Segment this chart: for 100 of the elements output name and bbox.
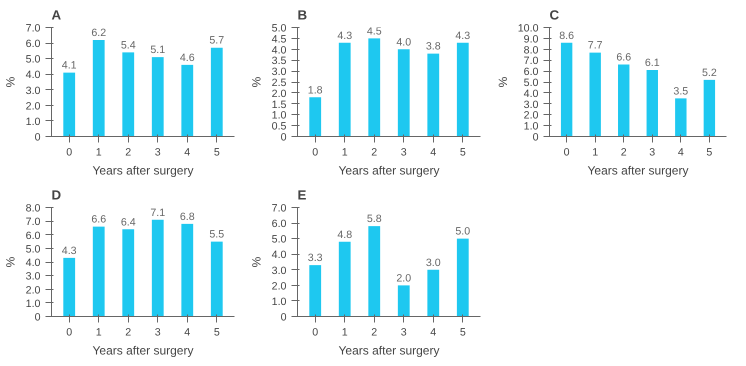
x-tick-label: 4 [678,146,684,158]
y-tick-label: 6.0 [524,66,539,78]
y-tick-label: 6.0 [26,230,41,242]
y-tick-label: 3.0 [272,66,287,78]
y-tick-label: 5.0 [26,54,41,66]
data-label: 1.8 [308,84,323,96]
y-tick-label: 4.0 [272,44,287,56]
data-label: 8.6 [559,30,574,42]
y-tick-label: 7.0 [26,22,41,34]
y-tick-label: 7.0 [26,216,41,228]
x-tick-label: 0 [564,146,570,158]
data-label: 6.4 [120,216,136,228]
y-tick-label: 0 [280,312,287,324]
y-tick-label: 0 [34,132,41,144]
data-label: 7.1 [150,206,166,219]
x-tick-label: 1 [342,326,348,338]
y-tick-label: 1.0 [272,110,287,122]
y-tick-label: 1.0 [272,296,287,308]
data-label: 5.4 [120,39,136,52]
y-axis-title: % [4,76,18,88]
x-tick-label: 2 [371,146,378,158]
y-tick-label: 2.0 [272,280,287,292]
y-tick-label: 2.5 [272,77,287,89]
data-label: 6.2 [91,26,106,39]
y-tick-label: 1.0 [26,116,41,128]
y-tick-label: 9.0 [524,33,539,46]
x-tick-label: 4 [430,146,436,158]
data-label: 6.6 [91,214,106,226]
x-tick-label: 1 [96,146,102,158]
y-tick-label: 3.5 [272,55,287,68]
x-tick-label: 0 [66,326,72,338]
data-label: 4.8 [337,228,352,241]
data-label: 4.0 [396,36,412,48]
y-tick-label: 0.5 [272,120,287,133]
x-tick-label: 3 [649,146,656,158]
x-tick-label: 5 [460,326,466,338]
x-tick-label: 0 [66,146,72,158]
chart-title: B [298,8,308,22]
data-label: 6.6 [616,52,632,64]
y-tick-label: 2.0 [26,100,41,112]
y-tick-label: 8.0 [524,44,539,56]
y-tick-label: 3.0 [26,84,41,97]
data-label: 3.3 [308,252,323,264]
y-axis-title: % [4,256,18,268]
y-tick-label: 1.0 [26,298,41,310]
x-tick-label: 3 [400,146,407,158]
x-axis-title: Years after surgery [338,164,440,178]
x-tick-label: 0 [312,326,318,338]
data-label: 5.0 [455,226,470,238]
y-tick-label: 0 [34,312,41,324]
y-tick-label: 0 [280,132,287,144]
x-axis-title: Years after surgery [92,164,194,178]
chart-title: A [52,8,62,22]
y-axis-title: % [250,256,264,268]
y-tick-label: 5.0 [272,22,287,34]
x-axis-title: Years after surgery [588,164,688,178]
data-label: 6.8 [180,210,195,223]
y-tick-label: 4.5 [272,33,287,46]
data-label: 5.2 [702,66,717,79]
y-tick-label: 4.0 [26,257,41,269]
y-tick-label: 2.0 [524,110,539,122]
x-tick-label: 1 [96,326,102,338]
x-tick-label: 1 [342,146,348,158]
data-label: 4.6 [180,52,195,64]
y-tick-label: 5.0 [524,77,539,89]
data-label: 3.8 [426,40,441,53]
data-label: 2.0 [396,272,412,284]
y-tick-label: 7.0 [524,55,539,68]
data-label: 5.7 [209,34,224,47]
data-label: 3.5 [673,85,688,98]
y-tick-label: 4.0 [272,249,287,262]
data-label: 5.8 [366,213,382,226]
chart-title: C [550,8,560,22]
x-axis-title: Years after surgery [338,344,440,358]
chart-title: E [298,188,306,202]
chart-title: D [52,188,62,202]
y-tick-label: 5.0 [26,243,41,256]
x-tick-label: 2 [371,326,378,338]
data-label: 4.3 [337,30,352,42]
y-tick-label: 2.0 [272,88,287,100]
y-tick-label: 3.0 [26,270,41,283]
x-axis-title: Years after surgery [92,344,194,358]
data-label: 7.7 [588,40,603,52]
x-tick-label: 2 [125,146,132,158]
x-tick-label: 4 [430,326,436,338]
x-tick-label: 4 [184,326,190,338]
y-tick-label: 3.0 [272,264,287,277]
y-tick-label: 3.0 [524,98,539,111]
x-tick-label: 3 [400,326,407,338]
y-tick-label: 4.0 [524,88,539,100]
x-tick-label: 1 [592,146,598,158]
y-tick-label: 2.0 [26,284,41,296]
data-label: 4.3 [455,30,470,42]
y-tick-label: 6.0 [26,38,41,50]
y-tick-label: 1.0 [524,120,539,133]
y-tick-label: 8.0 [26,202,41,214]
x-tick-label: 5 [214,146,220,158]
y-tick-label: 10.0 [518,22,539,34]
x-tick-label: 0 [312,146,318,158]
data-label: 5.1 [150,44,166,56]
